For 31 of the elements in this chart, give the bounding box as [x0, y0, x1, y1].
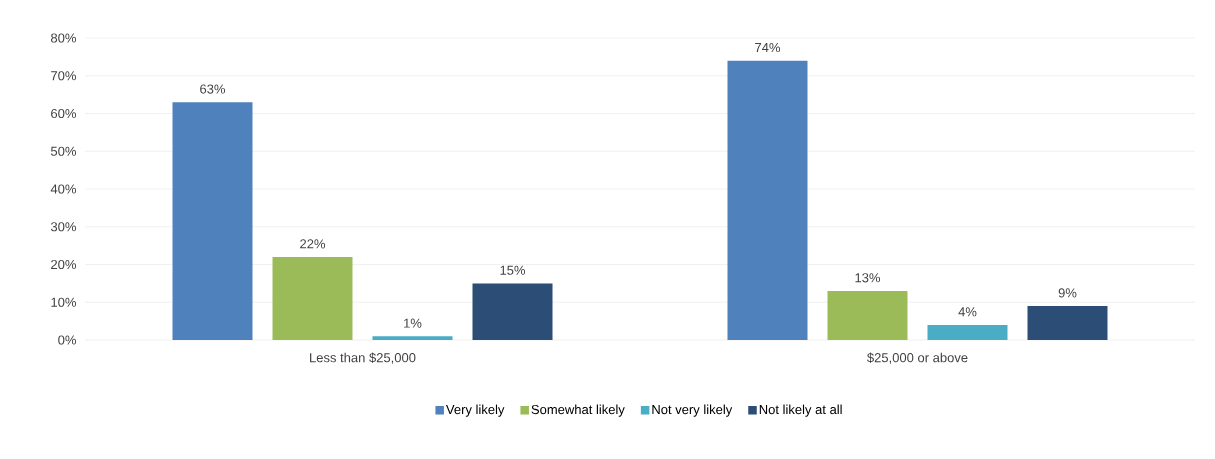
legend-label: Somewhat likely [531, 404, 625, 417]
legend-label: Not likely at all [759, 404, 842, 417]
bar [372, 336, 453, 340]
data-label: 13% [855, 273, 881, 283]
bar [272, 256, 353, 340]
data-label: 22% [300, 239, 326, 249]
bar [172, 102, 253, 340]
data-label: 74% [755, 43, 781, 53]
y-tick-label: 40% [50, 184, 76, 194]
y-tick-label: 80% [51, 33, 76, 43]
y-tick-label: 20% [51, 259, 76, 270]
y-tick-label: 60% [51, 108, 76, 119]
x-tick-label: $25,000 or above [867, 352, 968, 364]
data-label: 63% [200, 84, 226, 94]
data-label: 15% [500, 265, 526, 275]
x-tick-label: Less than $25,000 [310, 352, 416, 364]
y-tick-label: 30% [50, 222, 76, 232]
data-label: 1% [404, 318, 422, 328]
bar [1027, 306, 1108, 340]
bar [727, 60, 808, 340]
y-tick-label: 10% [51, 297, 76, 307]
data-label: 9% [1058, 288, 1077, 298]
legend-label: Not very likely [652, 404, 733, 417]
legend-label: Very likely [445, 404, 505, 417]
bar [472, 283, 553, 340]
bar [927, 324, 1008, 340]
bar [827, 290, 908, 340]
y-tick-label: 0% [58, 335, 76, 345]
data-label: 4% [958, 307, 977, 317]
y-tick-label: 50% [50, 146, 76, 156]
y-tick-label: 70% [51, 71, 76, 81]
